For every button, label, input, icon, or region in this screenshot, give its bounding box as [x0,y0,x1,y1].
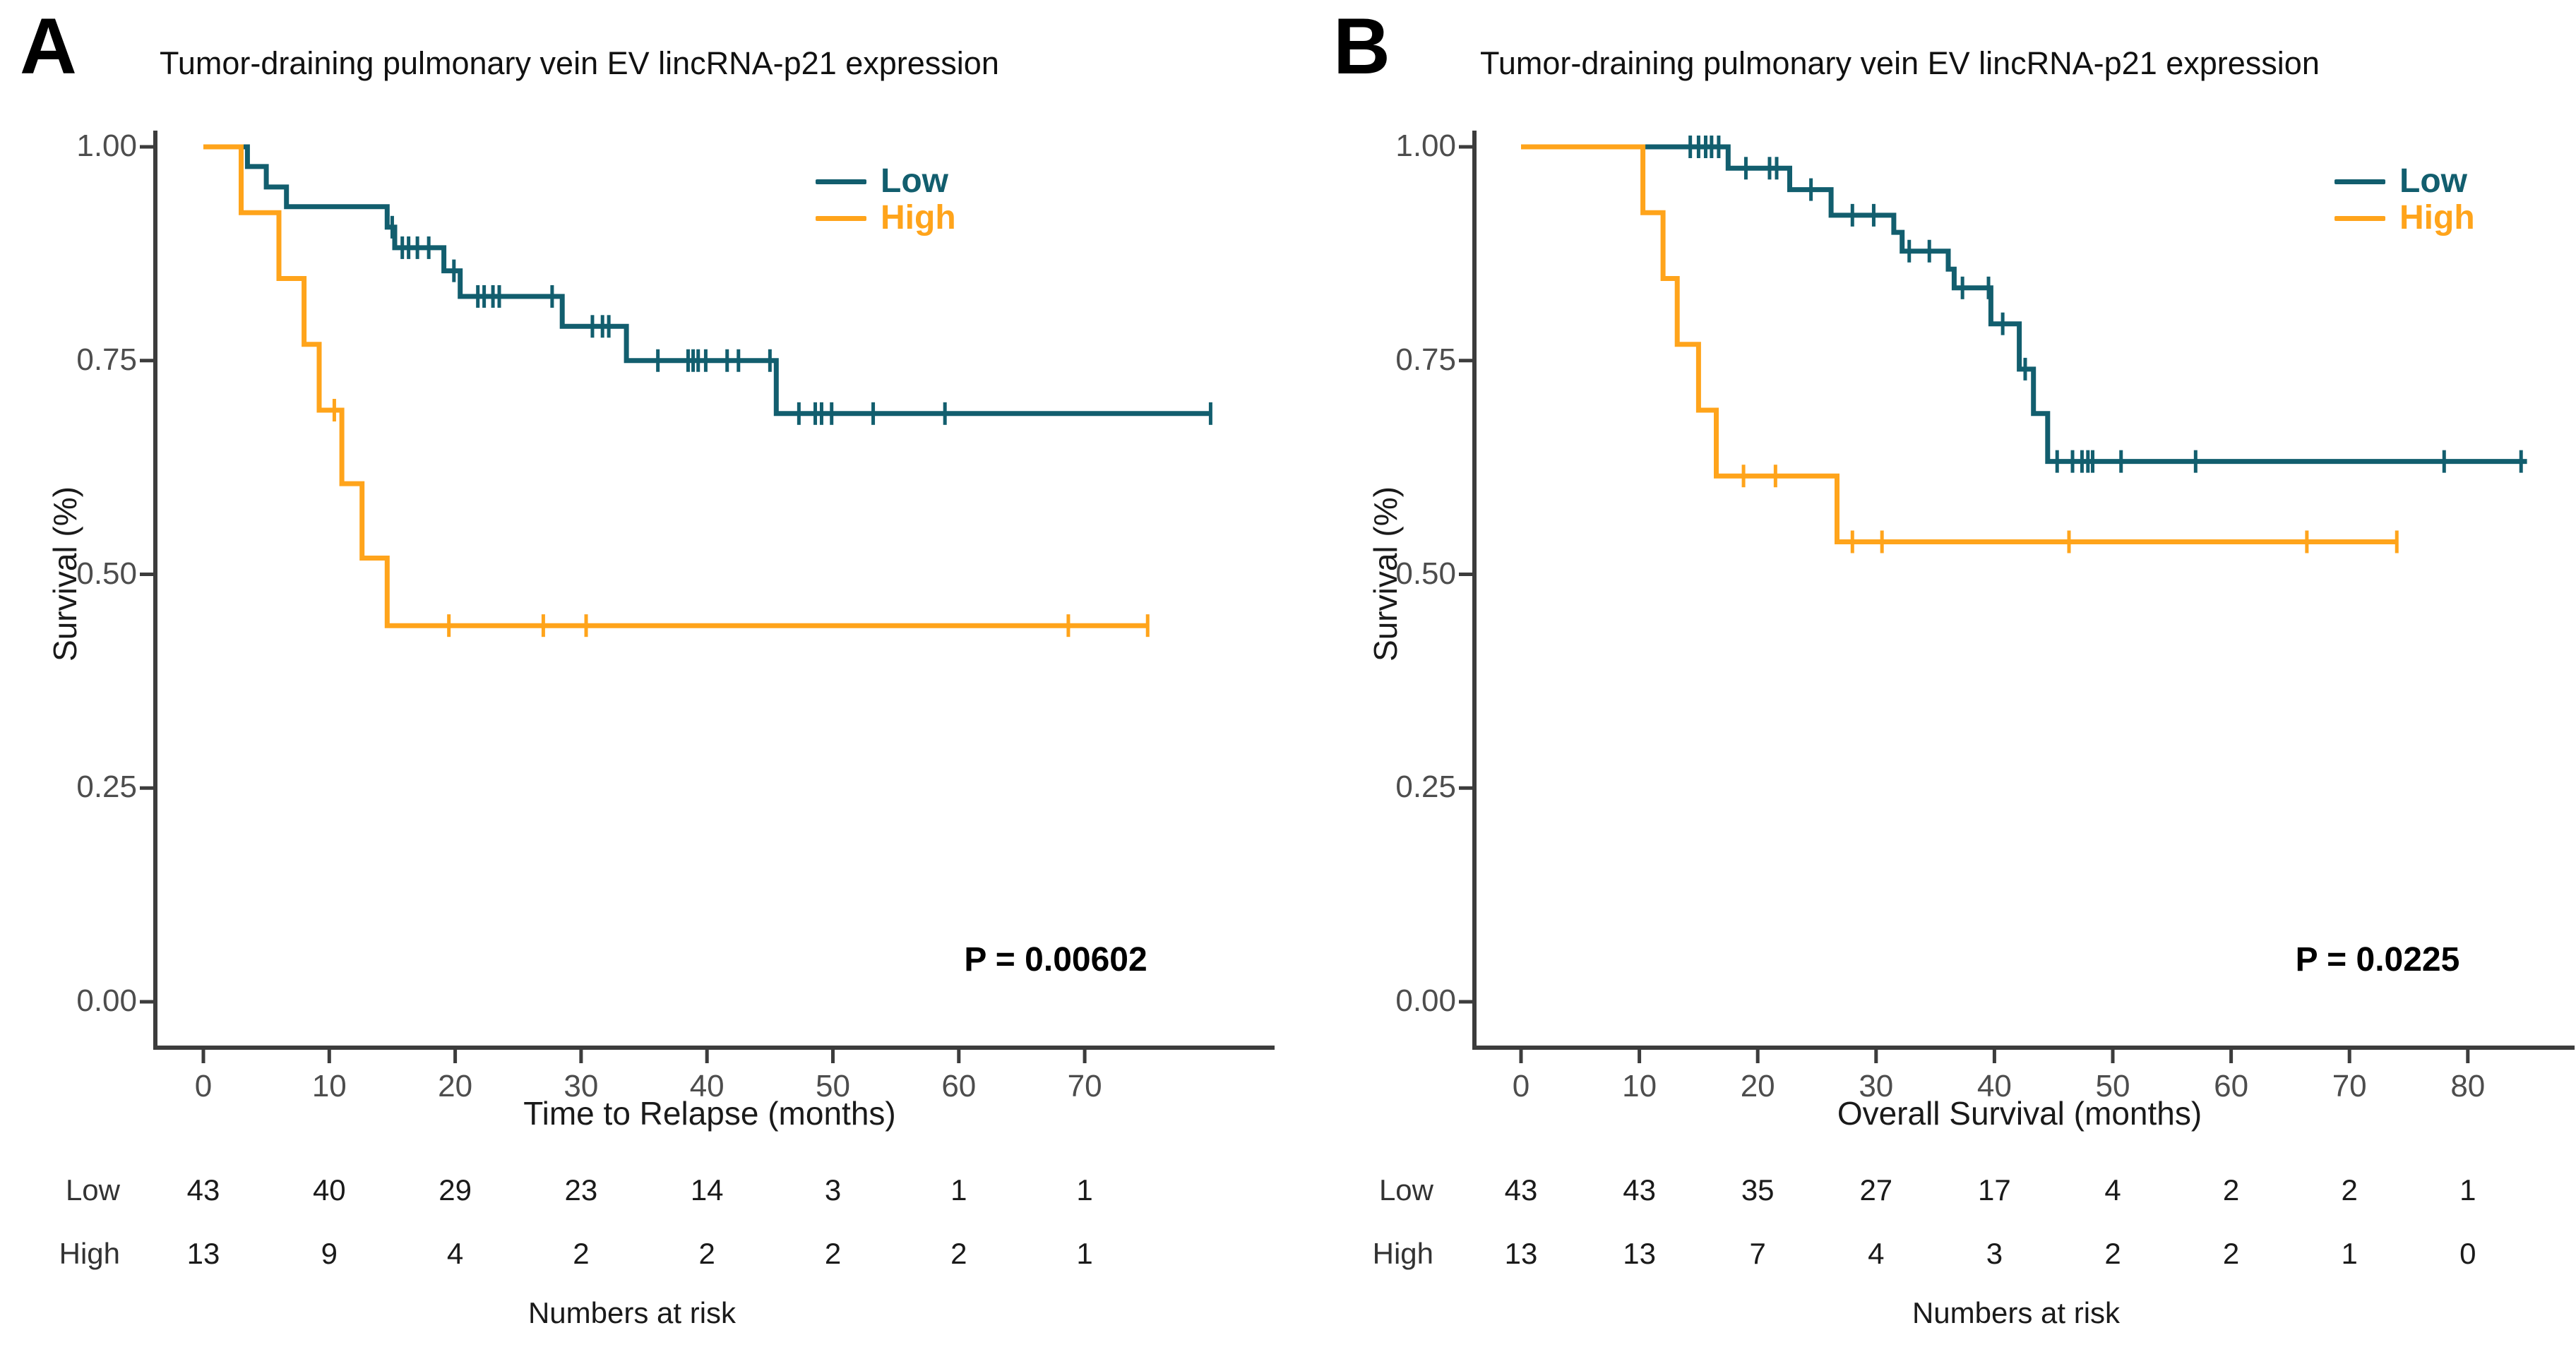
risk-count: 40 [312,1173,346,1207]
legend-line-high-icon [2334,215,2385,221]
x-tick-label: 50 [2095,1069,2130,1103]
risk-count: 35 [1741,1173,1775,1207]
x-tick-label: 40 [689,1069,724,1103]
y-tick-label: 1.00 [76,128,137,163]
panel-a-title: Tumor-draining pulmonary vein EV lincRNA… [160,45,999,81]
risk-count: 1 [950,1173,967,1207]
risk-count: 1 [1076,1173,1093,1207]
risk-count: 2 [573,1237,590,1270]
x-tick-label: 20 [438,1069,473,1103]
risk-count: 2 [2222,1173,2240,1207]
axis-lines [1472,131,2575,1050]
legend-label-low: Low [881,162,948,200]
legend-label-low: Low [2399,162,2467,200]
y-tick-label: 0.75 [1395,342,1456,377]
panel-a-p-value: P = 0.00602 [964,941,1147,978]
x-tick-label: 50 [816,1069,850,1103]
y-tick-label: 0.00 [76,983,137,1018]
y-tick-label: 0.50 [1395,556,1456,591]
legend-label-high: High [881,199,956,237]
risk-count: 1 [2459,1173,2476,1207]
legend-line-low-icon [2334,179,2385,184]
x-tick-label: 10 [1622,1069,1657,1103]
x-tick-label: 70 [2332,1069,2367,1103]
risk-count: 9 [321,1237,338,1270]
risk-count: 29 [439,1173,472,1207]
risk-count: 7 [1749,1237,1766,1270]
risk-count: 2 [2341,1173,2358,1207]
panel-a-letter: A [20,2,77,90]
x-tick-label: 10 [311,1069,347,1103]
risk-count: 13 [186,1237,220,1270]
y-tick-label: 0.75 [76,342,137,377]
panel-b-risk-row-label-low: Low [1378,1173,1433,1207]
risk-count: 2 [2222,1237,2240,1270]
panel-a-risk-caption: Numbers at risk [527,1296,737,1329]
risk-count: 43 [186,1173,220,1207]
risk-count: 2 [698,1237,715,1270]
x-tick-label: 40 [1976,1069,2012,1103]
panel-a-legend-item-low: Low [816,163,948,200]
legend-line-high-icon [816,215,866,221]
risk-count: 1 [2341,1237,2358,1270]
x-tick-label: 30 [564,1069,599,1103]
panel-b-risk-row-label-high: High [1372,1237,1433,1270]
risk-count: 4 [1868,1237,1885,1270]
x-tick-label: 80 [2450,1069,2486,1103]
risk-count: 43 [1623,1173,1656,1207]
x-tick-label: 30 [1859,1069,1894,1103]
y-tick-label: 0.25 [1395,770,1456,805]
x-tick-label: 60 [941,1069,977,1103]
risk-count: 43 [1504,1173,1538,1207]
survival-curve-low [1521,144,2527,465]
panel-b-title: Tumor-draining pulmonary vein EV lincRNA… [1480,45,2320,81]
y-tick-label: 0.00 [1395,983,1456,1018]
risk-count: 3 [824,1173,842,1207]
panel-b-p-value: P = 0.0225 [2295,941,2460,978]
x-tick-label: 0 [194,1069,213,1103]
risk-count: 23 [564,1173,598,1207]
risk-count: 2 [950,1237,967,1270]
risk-count: 0 [2459,1237,2476,1270]
panel-a-risk-row-label-high: High [59,1237,120,1270]
risk-count: 2 [2104,1237,2121,1270]
legend-line-low-icon [816,179,866,184]
panel-b-legend-item-low: Low [2334,163,2467,200]
risk-count: 27 [1859,1173,1893,1207]
risk-count: 13 [1504,1237,1538,1270]
risk-count: 4 [2104,1173,2121,1207]
x-tick-label: 60 [2214,1069,2249,1103]
axis-lines [153,131,1275,1050]
survival-curve-low [203,144,1211,417]
panel-b-risk-caption: Numbers at risk [1912,1296,2121,1329]
legend-label-high: High [2399,199,2475,237]
survival-curve-high [203,144,1148,628]
risk-count: 3 [1986,1237,2003,1270]
panel-a-legend-item-high: High [816,200,956,237]
x-tick-label: 0 [1512,1069,1530,1103]
y-tick-label: 0.25 [76,770,137,805]
survival-curve-high [1521,144,2397,544]
panel-b-x-axis-title: Overall Survival (months) [1837,1095,2202,1132]
x-tick-label: 70 [1067,1069,1102,1103]
panel-b-letter: B [1333,2,1390,90]
risk-count: 13 [1623,1237,1656,1270]
y-tick-label: 1.00 [1395,128,1456,163]
risk-count: 14 [690,1173,724,1207]
panel-b-legend-item-high: High [2334,200,2475,237]
risk-count: 17 [1978,1173,2011,1207]
panel-a-risk-row-label-low: Low [65,1173,120,1207]
x-tick-label: 20 [1740,1069,1775,1103]
risk-count: 1 [1076,1237,1093,1270]
risk-count: 4 [446,1237,464,1270]
panel-a-x-axis-title: Time to Relapse (months) [523,1095,896,1132]
risk-count: 2 [824,1237,842,1270]
y-tick-label: 0.50 [76,556,137,591]
